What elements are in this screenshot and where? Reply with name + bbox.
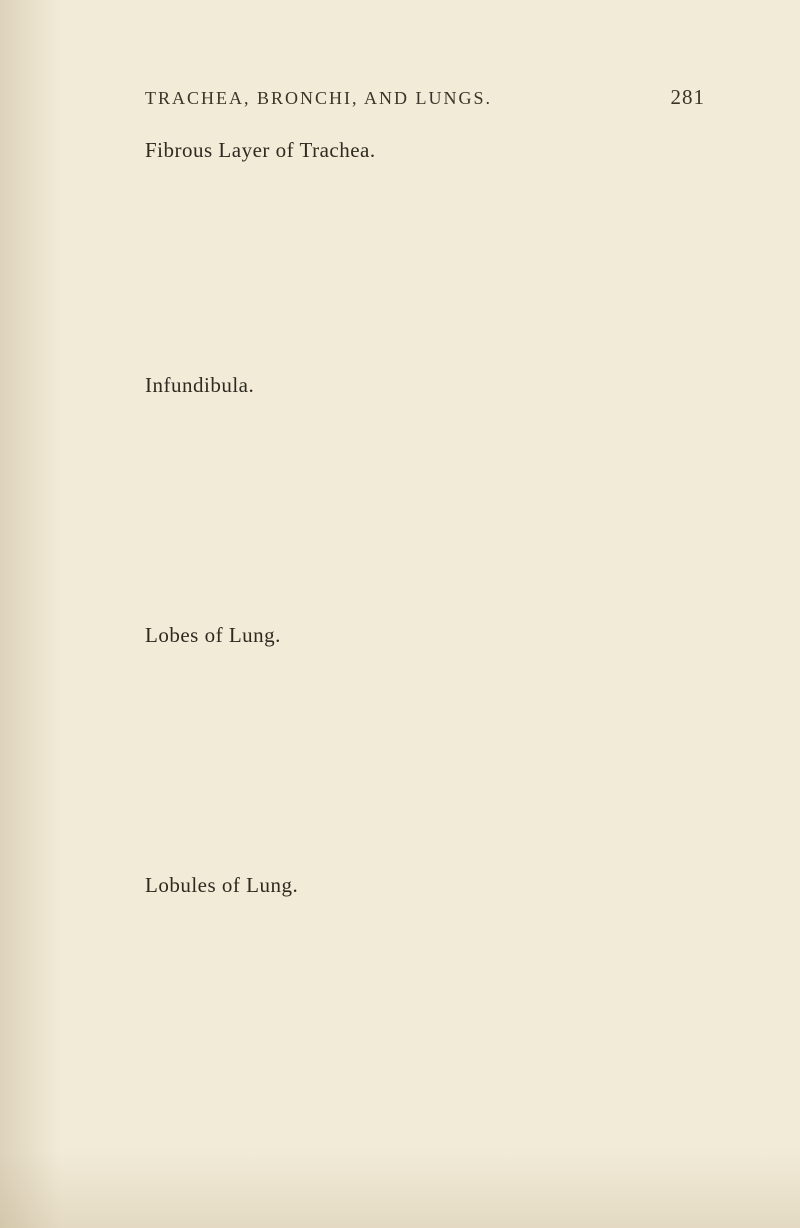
index-entry: Lobules of Lung. [145,873,705,898]
page-header: TRACHEA, BRONCHI, AND LUNGS. 281 [145,85,705,110]
page-content: TRACHEA, BRONCHI, AND LUNGS. 281 Fibrous… [0,0,800,1228]
running-title: TRACHEA, BRONCHI, AND LUNGS. [145,88,492,109]
index-entry: Infundibula. [145,373,705,398]
index-entry: Fibrous Layer of Trachea. [145,138,705,163]
page-number: 281 [671,85,706,110]
index-entry: Lobes of Lung. [145,623,705,648]
